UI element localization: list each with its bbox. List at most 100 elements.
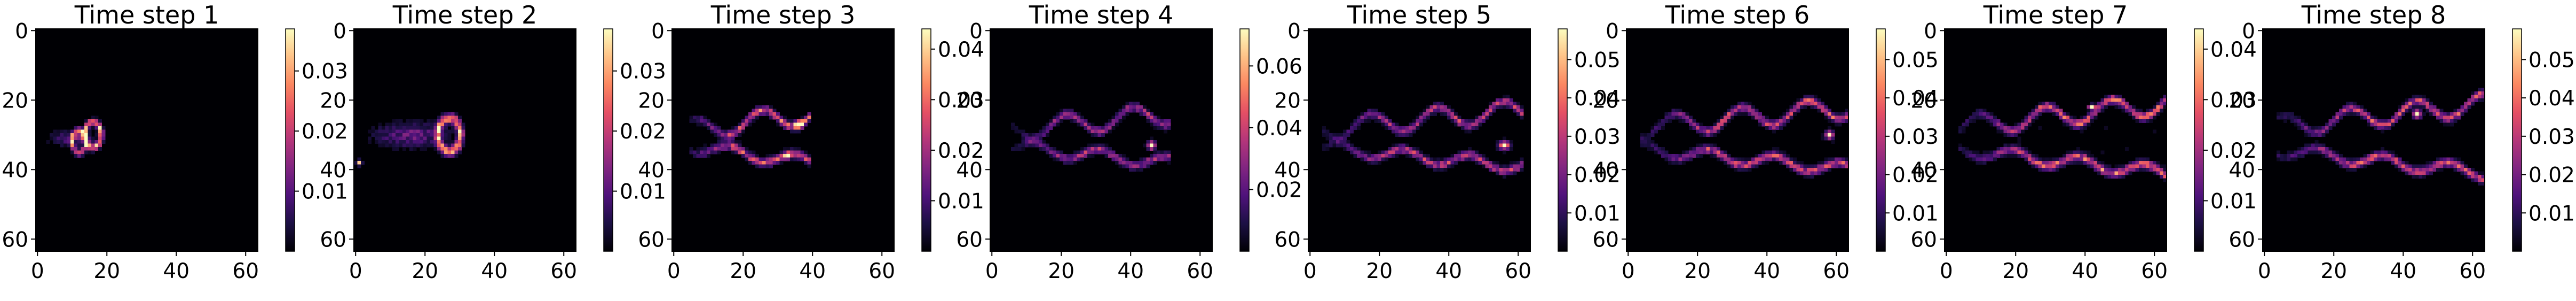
heatmap-cell [2153,109,2156,113]
heatmap-cell [807,161,811,165]
heatmap-cell [2097,171,2101,175]
heatmap-cell [1385,122,1388,127]
heatmap-cell [1032,136,1036,141]
heatmap-cell [1828,161,1831,165]
heatmap-cell [1982,115,1987,120]
heatmap-cell [2294,154,2298,158]
heatmap-cell [2090,157,2094,161]
heatmap-cell [2408,105,2412,109]
heatmap-cell [2277,112,2280,116]
heatmap-cell [758,109,763,113]
heatmap-cell [1464,154,1468,158]
heatmap-cell [1982,161,1987,165]
heatmap-cell [1443,105,1448,109]
heatmap-cell [693,119,697,123]
panel-title: Time step 8 [2301,1,2446,29]
heatmap-cell [1039,129,1042,134]
heatmap-cell [1143,105,1147,109]
heatmap-cell [1650,140,1655,144]
heatmap-cell [53,129,57,134]
heatmap-cell [1028,140,1032,144]
heatmap-cell [2042,161,2045,165]
heatmap-image [1945,29,2167,251]
heatmap-cell [1357,115,1361,120]
heatmap-cell [1395,147,1399,151]
heatmap-cell [1412,154,1416,158]
heatmap-cell [755,115,759,120]
heatmap-cell [2432,112,2437,116]
heatmap-cell [2419,175,2423,179]
heatmap-cell [790,122,794,127]
heatmap-cell [1143,143,1147,148]
heatmap-cell [413,122,417,127]
heatmap-cell [458,150,462,155]
heatmap-cell [2080,150,2084,155]
heatmap-cell [2114,164,2119,168]
heatmap-cell [437,147,441,151]
heatmap-cell [2398,115,2402,120]
heatmap-cell [2156,112,2160,116]
heatmap-cell [2000,154,2004,158]
heatmap-cell [1378,154,1381,158]
heatmap-cell [1056,119,1060,123]
heatmap-cell [1786,164,1790,168]
heatmap-cell [1423,154,1427,158]
heatmap-cell [1402,150,1406,155]
heatmap-cell [2093,115,2098,120]
heatmap-cell [731,126,735,130]
heatmap-cell [1772,154,1776,158]
heatmap-cell [2398,109,2402,113]
heatmap-cell [2146,168,2150,172]
panel-title: Time step 2 [392,1,538,29]
heatmap-cell [2042,168,2045,172]
heatmap-cell [1378,119,1381,123]
heatmap-cell [447,150,452,155]
heatmap-cell [2073,122,2077,127]
heatmap-cell [2021,147,2025,151]
heatmap-image [354,29,576,251]
heatmap-cell [1364,154,1368,158]
heatmap-cell [1405,143,1409,148]
heatmap-cell [1786,154,1790,158]
heatmap-cell [1713,150,1717,155]
heatmap-cell [2374,119,2377,123]
heatmap-cell [1412,147,1416,151]
heatmap-cell [738,129,742,134]
heatmap-cell [1398,129,1402,134]
heatmap-cell [437,129,441,134]
heatmap-cell [1097,126,1102,130]
heatmap-cell [1405,129,1409,134]
heatmap-cell [2395,115,2398,120]
heatmap-cell [1513,168,1517,172]
heatmap-cell [1734,161,1738,165]
heatmap-cell [1737,161,1741,165]
colorbar-tick-label: 0.02 [2528,164,2575,188]
heatmap-cell [2405,171,2409,175]
heatmap-cell [2104,98,2108,102]
heatmap-cell [2142,115,2146,120]
heatmap-cell [1122,164,1126,168]
heatmap-cell [1070,112,1074,116]
heatmap-cell [94,133,99,137]
heatmap-cell [375,136,378,141]
heatmap-cell [2415,109,2419,113]
heatmap-cell [423,126,427,130]
heatmap-cell [1710,147,1713,151]
heatmap-cell [2128,109,2132,113]
heatmap-cell [1831,157,1835,161]
heatmap-cell [392,126,396,130]
heatmap-cell [2066,157,2070,161]
heatmap-cell [1139,168,1143,172]
heatmap-cell [451,115,455,120]
heatmap-cell [413,143,417,148]
heatmap-cell [389,126,392,130]
heatmap-cell [1748,105,1752,109]
colorbar-tick-label: 0.06 [1256,55,1302,79]
x-tick-label: 40 [2072,259,2098,283]
heatmap-cell [700,119,704,123]
heatmap-cell [1046,143,1049,148]
heatmap-cell [786,147,791,151]
heatmap-cell [728,129,731,134]
heatmap-cell [67,129,71,134]
heatmap-cell [1392,150,1395,155]
